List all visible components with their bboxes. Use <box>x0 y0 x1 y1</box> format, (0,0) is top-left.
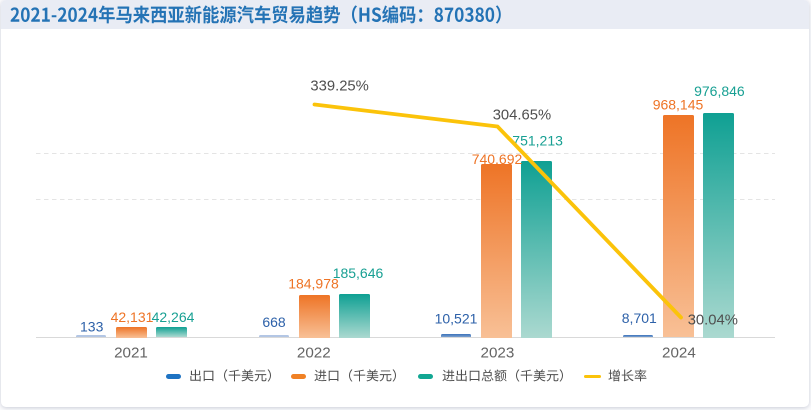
svg-text:751,213: 751,213 <box>512 133 563 149</box>
svg-text:668: 668 <box>262 314 286 330</box>
svg-text:8,701: 8,701 <box>622 310 657 326</box>
svg-text:968,145: 968,145 <box>653 96 704 112</box>
svg-text:133: 133 <box>80 319 104 335</box>
svg-text:42,264: 42,264 <box>152 309 195 325</box>
svg-text:2024: 2024 <box>662 344 696 361</box>
svg-text:10,521: 10,521 <box>435 310 478 326</box>
svg-text:2021: 2021 <box>114 344 148 361</box>
svg-text:185,646: 185,646 <box>333 265 384 281</box>
svg-text:2022: 2022 <box>297 344 331 361</box>
svg-text:339.25%: 339.25% <box>310 79 368 95</box>
svg-text:30.04%: 30.04% <box>688 313 738 329</box>
svg-text:740,692: 740,692 <box>472 151 523 167</box>
svg-text:976,846: 976,846 <box>694 83 745 99</box>
svg-text:42,131: 42,131 <box>111 309 154 325</box>
svg-text:184,978: 184,978 <box>288 276 339 292</box>
svg-text:304.65%: 304.65% <box>493 107 551 123</box>
svg-text:2023: 2023 <box>481 344 515 361</box>
